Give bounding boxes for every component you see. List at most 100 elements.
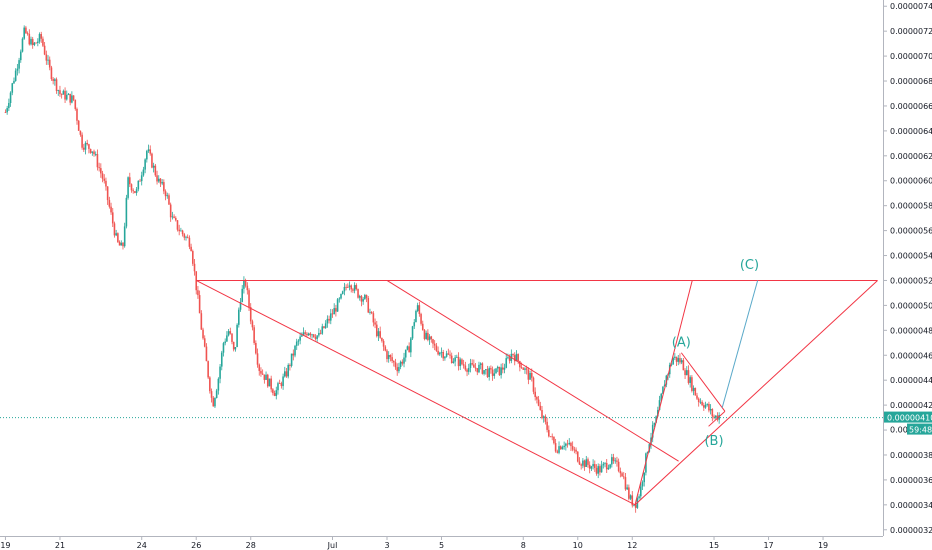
candle-body (357, 289, 359, 298)
candle-body (411, 326, 414, 339)
candle (529, 370, 531, 380)
candle (220, 350, 223, 371)
candle-body (188, 237, 191, 247)
candle-body (297, 340, 300, 342)
candle-body (539, 405, 542, 411)
candle (111, 207, 114, 228)
candle-body (289, 364, 291, 366)
candle (452, 358, 455, 364)
candle-body (18, 60, 20, 69)
candle-body (541, 410, 543, 419)
candle-body (430, 336, 433, 340)
candle (103, 174, 106, 184)
candle-body (462, 364, 465, 366)
candle-body (377, 331, 380, 337)
candle (357, 288, 359, 299)
candle-body (415, 310, 417, 323)
candle (445, 350, 448, 358)
candle (55, 77, 58, 94)
candle-body (345, 286, 347, 288)
candle (42, 36, 44, 48)
candle (420, 312, 422, 326)
time-tick-label: 19 (818, 541, 828, 550)
candlestick-series (4, 25, 720, 513)
candle-body (505, 358, 508, 368)
time-tick-label: 28 (246, 541, 256, 550)
candle-body (94, 154, 97, 155)
candle-body (314, 337, 317, 339)
candle-body (517, 354, 519, 362)
time-tick-label: 21 (55, 541, 65, 550)
candle (33, 42, 36, 47)
candle-body (283, 371, 286, 377)
candle (641, 480, 644, 491)
candle-body (704, 404, 707, 408)
candle (321, 323, 324, 335)
candle (202, 327, 204, 340)
candle-body (316, 335, 318, 339)
candle (166, 192, 169, 199)
candle-body (120, 242, 123, 246)
candle (605, 459, 608, 474)
candle (362, 297, 364, 305)
candle-body (229, 331, 232, 334)
candle (350, 284, 353, 293)
candle (375, 320, 378, 338)
candle (430, 335, 433, 343)
candle-body (238, 309, 240, 325)
candle (331, 309, 334, 318)
candle-body (428, 336, 431, 340)
candle-body (186, 236, 189, 238)
candle (454, 354, 456, 367)
candle-body (600, 465, 603, 473)
candle (74, 99, 77, 111)
candle (544, 414, 547, 425)
candle (580, 463, 582, 470)
candle (418, 301, 421, 317)
candle (18, 57, 20, 74)
candle (595, 464, 598, 476)
candle-body (444, 356, 446, 359)
candle (152, 162, 155, 173)
time-tick-label: 8 (521, 541, 526, 550)
candle-body (263, 374, 266, 380)
candle (323, 326, 325, 329)
candle (415, 309, 417, 323)
candle (611, 453, 613, 468)
candle-body (404, 349, 407, 358)
candle-body (171, 216, 174, 218)
candle-body (258, 364, 261, 371)
candle (713, 414, 715, 420)
candle (341, 290, 344, 295)
candle-body (198, 295, 201, 314)
candle (285, 367, 288, 378)
candle (266, 373, 269, 388)
candle (231, 333, 233, 345)
candle (249, 303, 252, 325)
candle-body (251, 321, 254, 328)
candle-body (507, 357, 509, 359)
candle-body (691, 377, 693, 391)
candle (91, 151, 94, 156)
candle-body (711, 409, 714, 417)
candle (84, 141, 87, 155)
candle-body (40, 34, 43, 39)
candle-body (382, 340, 385, 347)
candle-body (464, 365, 467, 370)
candle (168, 193, 170, 205)
candle (474, 362, 477, 372)
candle (26, 31, 29, 36)
candle (548, 425, 550, 438)
candle-body (81, 134, 83, 148)
candle-body (164, 191, 167, 197)
candle-body (353, 285, 356, 291)
candle (542, 415, 545, 423)
candle (219, 364, 221, 384)
candle-body (200, 313, 203, 330)
candle (52, 77, 54, 85)
candle-body (427, 332, 429, 340)
candle (427, 329, 429, 342)
